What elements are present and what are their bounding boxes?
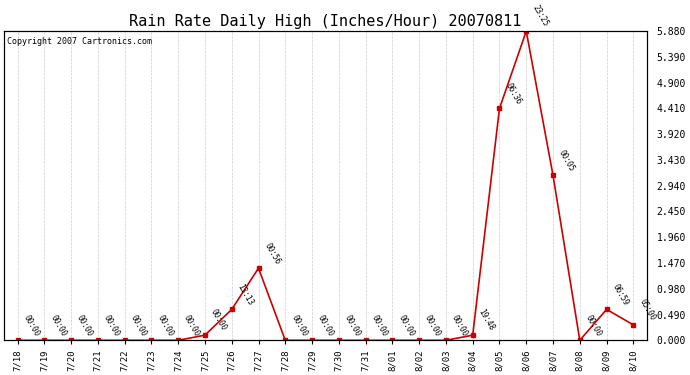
Text: 00:00: 00:00 xyxy=(450,313,469,338)
Text: 00:56: 00:56 xyxy=(262,241,282,266)
Text: 00:00: 00:00 xyxy=(21,313,41,338)
Text: 00:00: 00:00 xyxy=(289,313,308,338)
Text: 00:00: 00:00 xyxy=(209,308,228,333)
Text: 00:00: 00:00 xyxy=(343,313,362,338)
Title: Rain Rate Daily High (Inches/Hour) 20070811: Rain Rate Daily High (Inches/Hour) 20070… xyxy=(129,13,522,28)
Text: 00:00: 00:00 xyxy=(155,313,175,338)
Text: 00:00: 00:00 xyxy=(48,313,68,338)
Text: 00:05: 00:05 xyxy=(557,148,576,173)
Text: 00:00: 00:00 xyxy=(102,313,121,338)
Text: 00:00: 00:00 xyxy=(128,313,148,338)
Text: 13:13: 13:13 xyxy=(236,282,255,307)
Text: 00:00: 00:00 xyxy=(396,313,416,338)
Text: 06:59: 06:59 xyxy=(611,282,630,307)
Text: 00:00: 00:00 xyxy=(423,313,442,338)
Text: Copyright 2007 Cartronics.com: Copyright 2007 Cartronics.com xyxy=(8,38,152,46)
Text: 19:48: 19:48 xyxy=(477,308,496,333)
Text: 23:25: 23:25 xyxy=(531,4,550,28)
Text: 06:36: 06:36 xyxy=(504,81,523,106)
Text: 00:00: 00:00 xyxy=(316,313,335,338)
Text: 05:00: 05:00 xyxy=(638,298,657,322)
Text: 00:00: 00:00 xyxy=(182,313,201,338)
Text: 00:00: 00:00 xyxy=(370,313,389,338)
Text: 00:00: 00:00 xyxy=(75,313,95,338)
Text: 00:00: 00:00 xyxy=(584,313,603,338)
